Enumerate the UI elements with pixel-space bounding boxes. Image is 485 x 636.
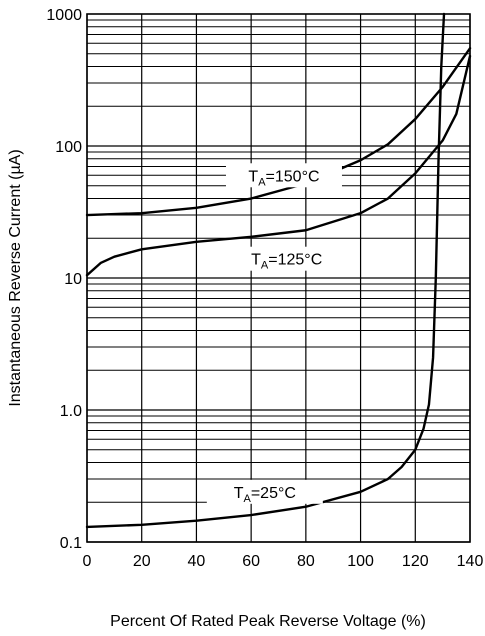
tick-labels: 0 20 40 60 80 100 120 140 0.1 1.0 10 100 1000 <box>46 7 483 570</box>
curve-label-background <box>206 479 323 504</box>
plot-frame <box>86 13 471 543</box>
y-tick-label: 1.0 <box>60 403 82 420</box>
curve-label-background <box>225 163 342 188</box>
x-tick-label: 0 <box>83 553 92 570</box>
y-tick-label: 1000 <box>46 7 82 24</box>
y-tick-label: 10 <box>64 271 82 288</box>
series-line <box>85 47 472 217</box>
curve-labels: TA=150°C TA=125°C TA=25°C <box>206 163 345 505</box>
x-tick-label: 140 <box>457 553 484 570</box>
y-tick-label: 0.1 <box>60 535 82 552</box>
y-tick-label: 100 <box>55 139 82 156</box>
series-label: TA=125°C <box>251 252 322 272</box>
curve-label-background <box>228 246 345 271</box>
series-line <box>85 54 472 277</box>
x-tick-label: 80 <box>297 553 315 570</box>
series-label: TA=150°C <box>248 168 319 188</box>
x-tick-label: 40 <box>188 553 206 570</box>
y-axis-title: Instantaneous Reverse Current (µA) <box>7 149 24 406</box>
x-tick-label: 120 <box>402 553 429 570</box>
x-tick-label: 60 <box>242 553 260 570</box>
series-line <box>85 12 446 529</box>
x-tick-label: 20 <box>133 553 151 570</box>
x-tick-label: 100 <box>347 553 374 570</box>
grid <box>86 14 471 543</box>
series-label: TA=25°C <box>234 485 296 505</box>
x-axis-title: Percent Of Rated Peak Reverse Voltage (%… <box>110 613 426 630</box>
